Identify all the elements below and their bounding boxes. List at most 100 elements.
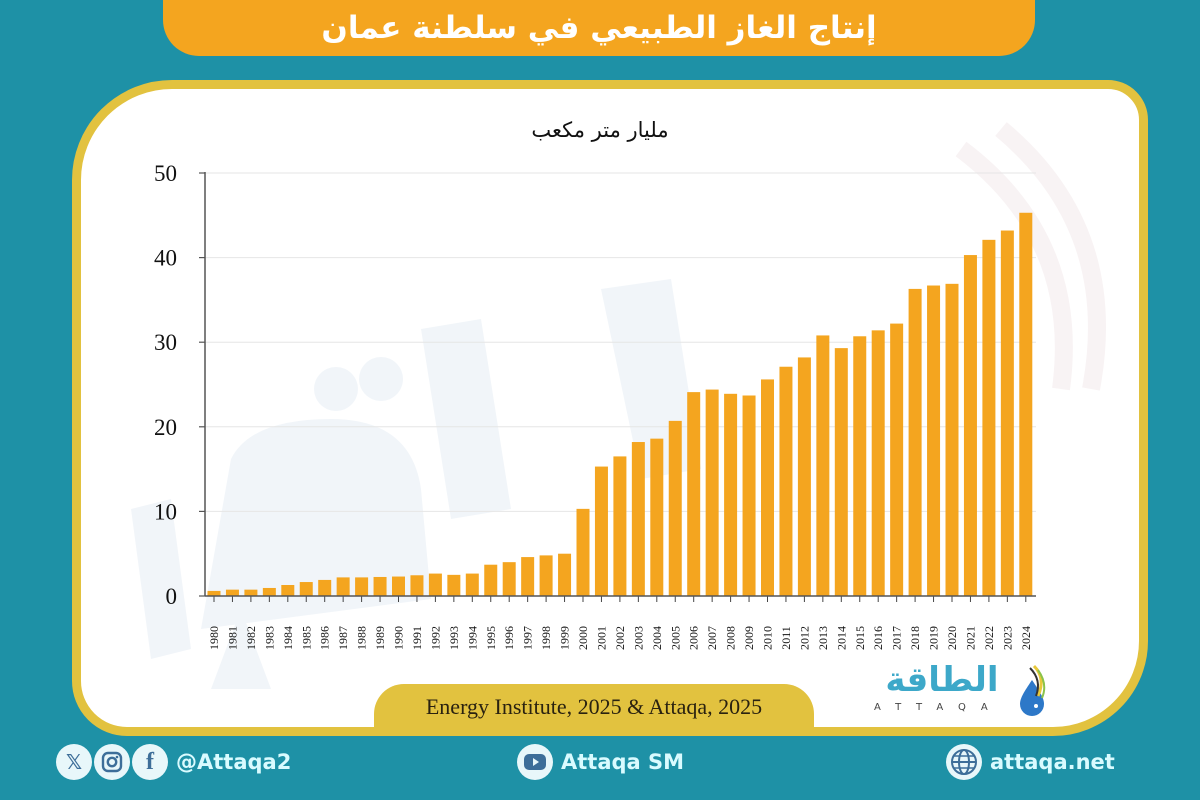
bar-chart: 0 10 20 30 40 50 1980 1981 1982 1983 1984 1985 1986 1… bbox=[154, 161, 1036, 650]
x-tick-label: 2009 bbox=[742, 626, 756, 650]
website-link[interactable]: attaqa.net bbox=[946, 744, 1115, 780]
x-tick-label: 2020 bbox=[945, 626, 959, 650]
logo-arabic-text: الطاقة bbox=[885, 660, 999, 700]
bar-2019 bbox=[927, 285, 941, 596]
youtube-channel[interactable]: Attaqa SM bbox=[561, 750, 685, 774]
bar-1998 bbox=[539, 555, 553, 596]
bar-2014 bbox=[834, 348, 848, 596]
x-tick-label: 2007 bbox=[705, 626, 719, 650]
globe-icon[interactable] bbox=[946, 744, 982, 780]
bar-1997 bbox=[521, 557, 535, 596]
attaqa-logo: الطاقة ATTAQA bbox=[868, 660, 1058, 720]
social-handle[interactable]: @Attaqa2 bbox=[176, 750, 292, 774]
bar-2022 bbox=[982, 239, 996, 597]
x-tick-label: 1990 bbox=[392, 626, 406, 650]
x-tick-label: 2014 bbox=[834, 626, 848, 650]
bar-2004 bbox=[650, 438, 664, 596]
bar-2021 bbox=[963, 255, 977, 596]
bar-1981 bbox=[225, 589, 239, 596]
x-tick-label: 1986 bbox=[318, 626, 332, 650]
social-links: 𝕏 f @Attaqa2 bbox=[56, 744, 291, 780]
x-tick-label: 1985 bbox=[299, 626, 313, 650]
bar-1987 bbox=[336, 577, 350, 596]
youtube-icon[interactable] bbox=[517, 744, 553, 780]
x-tick-label: 2018 bbox=[908, 626, 922, 650]
bar-1986 bbox=[318, 579, 332, 596]
x-tick-label: 2023 bbox=[1000, 626, 1014, 650]
title-banner: إنتاج الغاز الطبيعي في سلطنة عمان bbox=[163, 0, 1035, 56]
x-tick-label: 2005 bbox=[668, 626, 682, 650]
bar-2002 bbox=[613, 456, 627, 596]
bar-2023 bbox=[1000, 230, 1014, 596]
x-tick-label: 2022 bbox=[982, 626, 996, 650]
source-text: Energy Institute, 2025 & Attaqa, 2025 bbox=[425, 694, 763, 719]
facebook-icon[interactable]: f bbox=[132, 744, 168, 780]
bar-2020 bbox=[945, 283, 959, 596]
youtube-link[interactable]: Attaqa SM bbox=[517, 744, 684, 780]
x-tick-label: 2001 bbox=[594, 626, 608, 650]
x-tick-label: 1987 bbox=[336, 626, 350, 650]
y-tick-label: 10 bbox=[154, 499, 177, 524]
bar-1995 bbox=[484, 564, 498, 596]
bar-2012 bbox=[797, 357, 811, 596]
bar-2009 bbox=[742, 395, 756, 596]
instagram-icon[interactable] bbox=[94, 744, 130, 780]
y-tick-label: 30 bbox=[154, 330, 177, 355]
x-tick-label: 1993 bbox=[447, 626, 461, 650]
x-tick-label: 2000 bbox=[576, 626, 590, 650]
x-icon[interactable]: 𝕏 bbox=[56, 744, 92, 780]
x-tick-label: 1996 bbox=[502, 626, 516, 650]
x-tick-label: 2016 bbox=[871, 626, 885, 650]
x-tick-label: 1998 bbox=[539, 626, 553, 650]
x-tick-label: 2017 bbox=[890, 626, 904, 650]
bar-1994 bbox=[465, 573, 479, 596]
x-tick-label: 2019 bbox=[927, 626, 941, 650]
x-tick-label: 2008 bbox=[724, 626, 738, 650]
y-tick-label: 0 bbox=[166, 584, 178, 609]
x-tick-label: 1980 bbox=[207, 626, 221, 650]
x-tick-label: 2024 bbox=[1019, 626, 1033, 650]
logo-english-text: ATTAQA bbox=[874, 702, 1003, 713]
x-tick-label: 2006 bbox=[687, 626, 701, 650]
x-tick-label: 2002 bbox=[613, 626, 627, 650]
drop-icon bbox=[1020, 664, 1046, 716]
x-tick-label: 1983 bbox=[262, 626, 276, 650]
bar-2007 bbox=[705, 389, 719, 596]
x-tick-label: 1988 bbox=[355, 626, 369, 650]
y-tick-label: 50 bbox=[154, 161, 177, 186]
footer: 𝕏 f @Attaqa2 Attaqa SM attaqa.net bbox=[0, 740, 1200, 790]
x-tick-label: 1997 bbox=[521, 626, 535, 650]
bar-2011 bbox=[779, 366, 793, 596]
bar-2013 bbox=[816, 335, 830, 596]
bar-1999 bbox=[558, 553, 572, 596]
bar-2003 bbox=[631, 442, 645, 596]
bar-2001 bbox=[594, 466, 608, 596]
bar-1985 bbox=[299, 582, 313, 596]
x-tick-label: 2015 bbox=[853, 626, 867, 650]
page-title: إنتاج الغاز الطبيعي في سلطنة عمان bbox=[321, 10, 877, 46]
x-tick-label: 1984 bbox=[281, 626, 295, 650]
bar-1982 bbox=[244, 589, 258, 596]
bar-1990 bbox=[392, 576, 405, 596]
x-tick-label: 2011 bbox=[779, 626, 793, 650]
x-tick-label: 1995 bbox=[484, 626, 498, 650]
y-tick-label: 40 bbox=[154, 246, 177, 271]
bar-2016 bbox=[871, 330, 885, 596]
x-tick-label: 2021 bbox=[963, 626, 977, 650]
bar-2006 bbox=[687, 392, 701, 596]
x-tick-label: 1981 bbox=[225, 626, 239, 650]
chart-card: 0 10 20 30 40 50 1980 1981 1982 1983 1984 1985 1986 1… bbox=[72, 80, 1148, 736]
y-axis-unit-label: مليار متر مكعب bbox=[531, 118, 669, 142]
website-url[interactable]: attaqa.net bbox=[990, 750, 1115, 774]
bar-2000 bbox=[576, 508, 590, 596]
x-tick-label: 2010 bbox=[761, 626, 775, 650]
bar-1989 bbox=[373, 576, 387, 596]
y-tick-label: 20 bbox=[154, 415, 177, 440]
source-tab: Energy Institute, 2025 & Attaqa, 2025 bbox=[374, 684, 814, 730]
x-tick-label: 2013 bbox=[816, 626, 830, 650]
x-tick-label: 1994 bbox=[465, 626, 479, 650]
bar-1991 bbox=[410, 575, 424, 596]
x-tick-label: 2012 bbox=[797, 626, 811, 650]
bar-1993 bbox=[447, 574, 461, 596]
bar-2015 bbox=[853, 336, 867, 596]
